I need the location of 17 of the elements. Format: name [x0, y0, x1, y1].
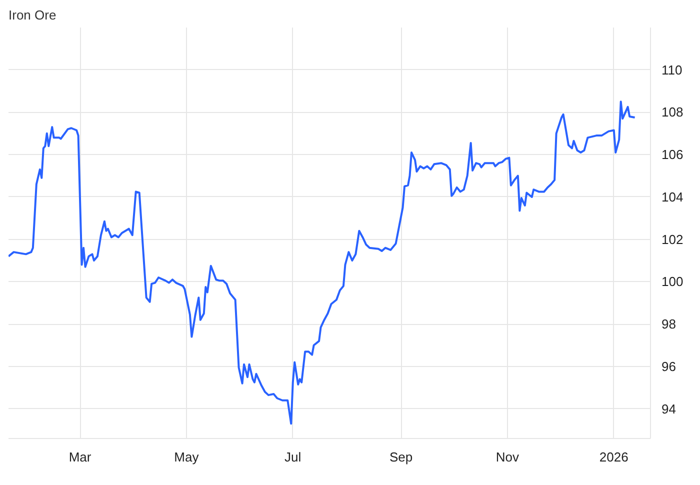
y-tick-label: 108 — [662, 104, 684, 120]
x-tick-label: Sep — [389, 450, 413, 464]
y-tick-label: 100 — [662, 274, 684, 290]
y-tick-label: 104 — [662, 189, 684, 204]
chart-title: Iron Ore — [8, 8, 56, 22]
y-tick-label: 102 — [662, 232, 684, 247]
y-tick-label: 110 — [662, 62, 682, 78]
line-series — [8, 100, 636, 425]
y-tick-label: 98 — [662, 316, 676, 332]
x-tick-label: May — [174, 450, 200, 464]
y-tick-label: 96 — [662, 358, 676, 374]
y-tick-label: 106 — [662, 147, 684, 162]
x-tick-label: Jul — [284, 450, 302, 464]
x-tick-label: Nov — [496, 450, 520, 464]
x-tick-label: Mar — [68, 450, 92, 464]
y-tick-label: 94 — [662, 401, 676, 416]
x-tick-label: 2026 — [599, 450, 628, 464]
